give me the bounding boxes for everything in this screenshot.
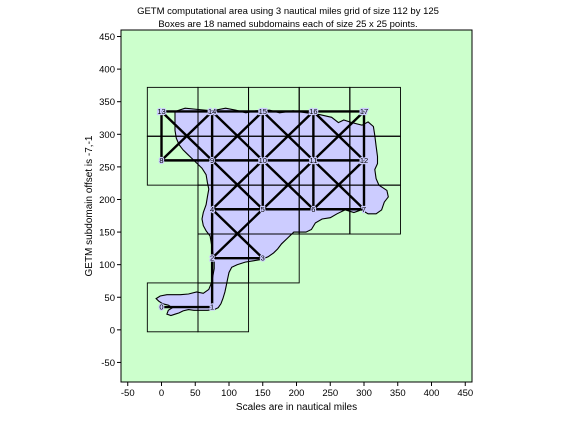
x-axis-label: Scales are in nautical miles xyxy=(236,402,357,413)
x-tick-label: 300 xyxy=(356,388,372,399)
x-tick-label: 250 xyxy=(322,388,338,399)
subdomain-label: 5 xyxy=(261,205,265,214)
y-tick-label: 100 xyxy=(99,260,115,271)
cross-line xyxy=(160,110,213,162)
cross-line xyxy=(211,159,264,211)
subdomain-label: 12 xyxy=(360,156,368,165)
x-tick-label: 350 xyxy=(390,388,406,399)
x-tick-label: 400 xyxy=(424,388,440,399)
subdomain-label: 13 xyxy=(157,107,165,116)
axes: -50 0 50 100 150 200 250 300 350 400 450-500501001… xyxy=(99,32,473,399)
subdomain-label: 16 xyxy=(309,107,317,116)
cross-line xyxy=(312,159,365,211)
cross-line xyxy=(211,208,264,260)
subdomain-label: 14 xyxy=(208,107,216,116)
y-tick-label: -50 xyxy=(101,358,115,369)
subdomain-label: 6 xyxy=(311,205,315,214)
cross-line xyxy=(261,110,315,162)
x-tick-label: 450 xyxy=(457,388,473,399)
subdomain-label: 3 xyxy=(261,254,265,263)
chart-title: GETM computational area using 3 nautical… xyxy=(137,6,439,17)
y-tick-label: 300 xyxy=(99,130,115,141)
subdomain-label: 15 xyxy=(259,107,267,116)
x-tick-label: 150 xyxy=(255,388,271,399)
subdomain-label: 7 xyxy=(362,205,366,214)
y-tick-label: 50 xyxy=(104,293,115,304)
subdomain-label: 2 xyxy=(210,254,214,263)
cross-line xyxy=(261,159,315,211)
subdomain-label: 17 xyxy=(360,107,368,116)
y-tick-label: 150 xyxy=(99,228,115,239)
connection-lines xyxy=(160,110,366,309)
y-tick-label: 350 xyxy=(99,97,115,108)
subdomain-label: 0 xyxy=(159,303,163,312)
subdomain-label: 11 xyxy=(309,156,317,165)
x-tick-label: 50 xyxy=(190,388,201,399)
y-tick-label: 250 xyxy=(99,162,115,173)
x-tick-label: 200 xyxy=(289,388,305,399)
y-tick-label: 400 xyxy=(99,65,115,76)
y-axis-label: GETM subdomain offset is -7,-1 xyxy=(84,135,95,276)
subdomain-label: 10 xyxy=(259,156,267,165)
x-tick-label: -50 xyxy=(121,388,135,399)
y-tick-label: 450 xyxy=(99,32,115,43)
y-tick-label: 200 xyxy=(99,195,115,206)
cross-line xyxy=(312,110,365,162)
y-tick-label: 0 xyxy=(110,325,115,336)
subdomain-label: 9 xyxy=(210,156,214,165)
subdomain-label: 4 xyxy=(210,205,214,214)
x-tick-label: 0 xyxy=(159,388,164,399)
x-tick-label: 100 xyxy=(221,388,237,399)
chart-subtitle: Boxes are 18 named subdomains each of si… xyxy=(158,19,417,30)
cross-line xyxy=(211,110,264,162)
subdomain-label: 1 xyxy=(210,303,214,312)
subdomain-label: 8 xyxy=(159,156,163,165)
